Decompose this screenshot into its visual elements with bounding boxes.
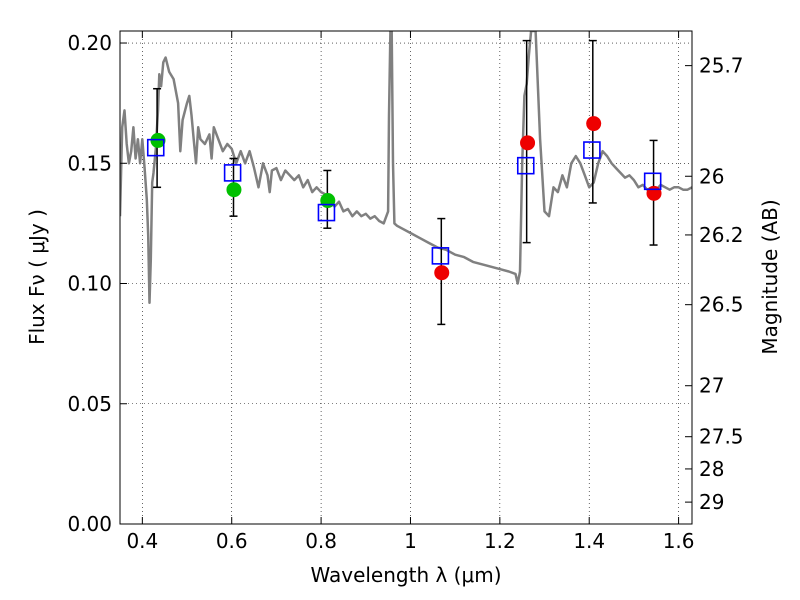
- square-marker: [643, 172, 662, 191]
- circle-marker: [226, 182, 242, 198]
- grid-lines: [120, 31, 692, 525]
- x-axis-title: Wavelength λ (μm): [310, 563, 501, 587]
- circle-marker: [586, 116, 602, 132]
- error-bars-layer: [153, 39, 658, 326]
- circle-marker: [320, 193, 336, 209]
- tick-labels-layer: 0.4 0.6 0.8 1 1.2 1.4 1.6 0.00 0.05 0.10 0.15 0.20 2…: [67, 31, 743, 553]
- sed-model-line: [120, 31, 692, 305]
- ticks-layer: [120, 31, 692, 525]
- y-tick-label: 0.15: [67, 151, 112, 175]
- x-tick-label: 1.2: [484, 529, 516, 553]
- square-marker: [146, 138, 165, 157]
- y2-tick-label: 25.7: [699, 54, 744, 78]
- square-marker: [223, 164, 242, 182]
- x-tick-label: 0.8: [305, 529, 337, 553]
- circle-marker: [434, 265, 450, 281]
- right-axis-title: Magnitude (AB): [758, 199, 782, 354]
- y-tick-label: 0.20: [67, 31, 112, 55]
- y2-tick-label: 29: [699, 490, 724, 514]
- x-tick-label: 0.6: [216, 529, 248, 553]
- y-tick-label: 0.05: [67, 392, 112, 416]
- markers-layer: [146, 116, 662, 281]
- x-tick-label: 1: [404, 529, 417, 553]
- plot-frame: [119, 30, 693, 525]
- y2-tick-label: 26.5: [699, 293, 744, 317]
- y-axis-title: Flux Fν ( μJy ): [25, 209, 49, 345]
- y2-tick-label: 27: [699, 374, 724, 398]
- y2-tick-label: 26: [699, 164, 724, 188]
- square-marker: [583, 141, 601, 159]
- y2-tick-label: 26.2: [699, 223, 744, 247]
- x-tick-label: 0.4: [126, 529, 158, 553]
- square-marker: [317, 203, 336, 222]
- x-tick-label: 1.4: [573, 529, 605, 553]
- square-marker: [516, 156, 535, 175]
- x-tick-label: 1.6: [663, 529, 695, 553]
- circle-marker: [520, 135, 536, 151]
- y-tick-label: 0.10: [67, 272, 112, 296]
- square-marker: [431, 247, 450, 265]
- circle-marker: [646, 185, 662, 201]
- y2-tick-label: 28: [699, 457, 724, 481]
- y2-tick-label: 27.5: [699, 425, 744, 449]
- sed-model-layer: [120, 31, 692, 305]
- y-tick-label: 0.00: [67, 512, 112, 536]
